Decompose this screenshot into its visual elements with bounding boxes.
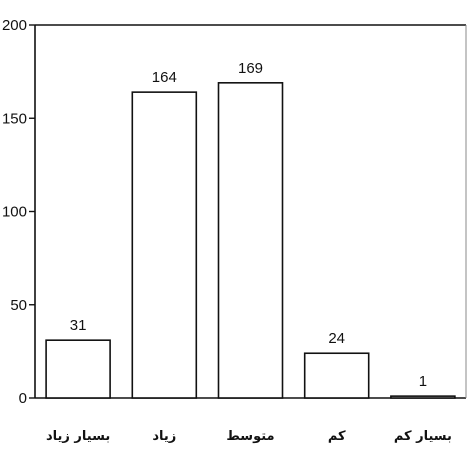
- bar-4: [390, 395, 456, 399]
- y-tick-label: 50: [10, 297, 27, 314]
- y-tick-label: 200: [2, 17, 27, 34]
- bar-1: [131, 91, 198, 399]
- category-label-0: بسیار زیاد: [46, 429, 110, 444]
- data-label-4: 1: [419, 373, 427, 390]
- data-label-0: 31: [70, 317, 87, 334]
- chart-labels: 31 بسیار زیاد 164 زیاد 169 متوسط 24 کم 1 بسیار کم: [46, 60, 452, 444]
- data-label-1: 164: [152, 69, 177, 86]
- bar-3: [303, 352, 370, 399]
- data-label-2: 169: [238, 60, 263, 77]
- category-label-4: بسیار کم: [394, 429, 452, 444]
- data-label-3: 24: [328, 330, 345, 347]
- category-label-3: کم: [328, 429, 346, 444]
- bar-2: [217, 82, 284, 399]
- y-tick-label: 0: [19, 390, 27, 407]
- y-axis-ticks: 0 50 100 150 200: [2, 17, 35, 407]
- category-label-1: زیاد: [152, 429, 176, 444]
- bar-0: [45, 339, 111, 399]
- chart-bars: [45, 82, 456, 399]
- y-tick-label: 100: [2, 204, 27, 221]
- y-tick-label: 150: [2, 110, 27, 127]
- category-label-2: متوسط: [226, 429, 274, 444]
